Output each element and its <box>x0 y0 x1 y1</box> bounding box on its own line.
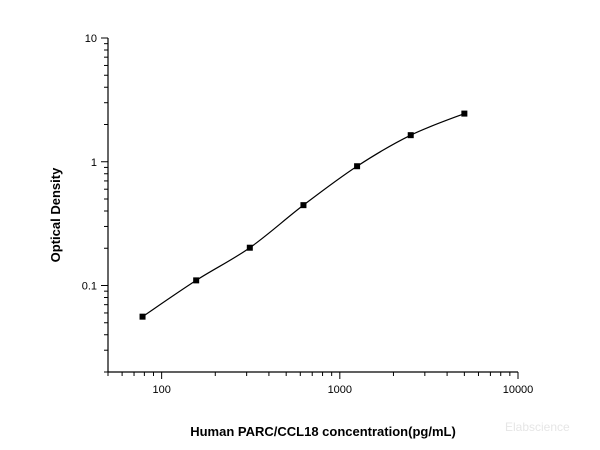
y-tick-label: 0.1 <box>82 281 97 293</box>
data-point <box>407 132 414 139</box>
watermark: Elabscience <box>505 420 570 434</box>
data-point <box>139 313 146 320</box>
x-tick-label: 10000 <box>503 384 534 396</box>
x-tick-label: 1000 <box>328 384 352 396</box>
data-points <box>139 110 468 320</box>
tick-labels: 100 1000 10000 0.1 1 10 <box>82 33 534 396</box>
data-point <box>354 163 361 170</box>
y-tick-label: 1 <box>91 157 97 169</box>
x-tick-label: 100 <box>152 384 170 396</box>
fit-curve <box>142 113 465 318</box>
y-tick-label: 10 <box>85 33 97 45</box>
data-point <box>246 244 253 251</box>
data-point <box>300 202 307 209</box>
x-axis-title: Human PARC/CCL18 concentration(pg/mL) <box>190 424 456 439</box>
data-point <box>193 277 200 284</box>
axes <box>107 38 518 373</box>
data-point <box>461 110 468 117</box>
ticks <box>101 37 519 379</box>
y-axis-title: Optical Density <box>48 167 63 262</box>
